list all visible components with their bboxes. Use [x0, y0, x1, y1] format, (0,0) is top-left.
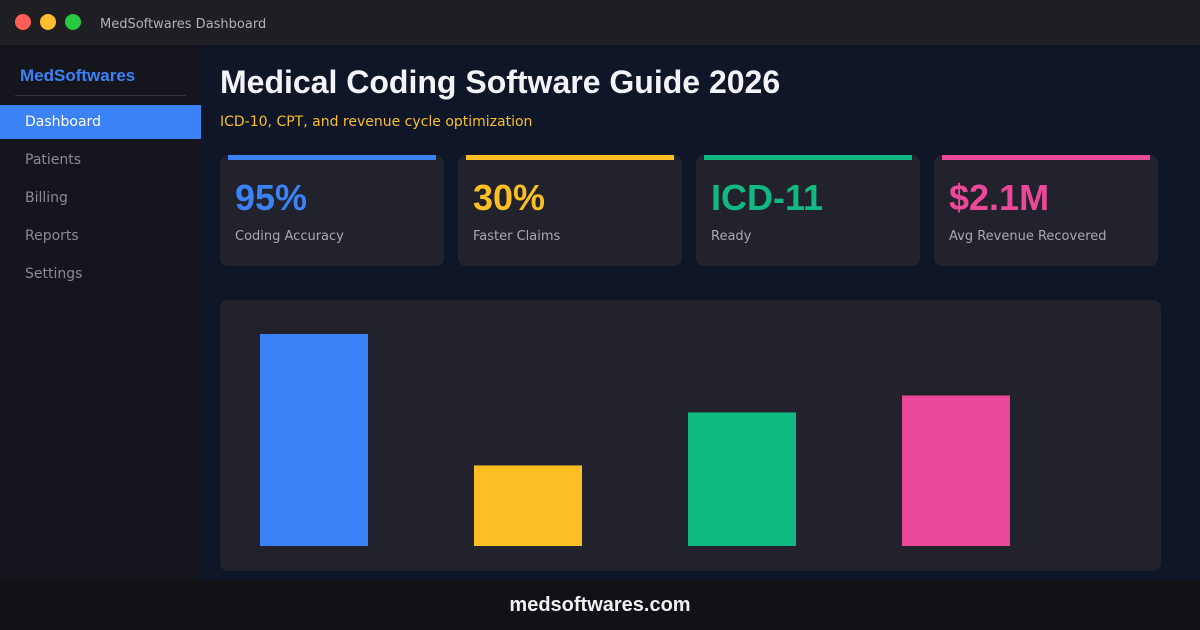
stat-value: 95%: [235, 177, 308, 218]
sidebar-item-settings[interactable]: Settings: [25, 266, 83, 282]
sidebar: MedSoftwares Dashboard Patients Billing …: [0, 45, 201, 580]
sidebar-item-billing[interactable]: Billing: [25, 190, 68, 206]
stat-value: ICD-11: [711, 177, 824, 218]
maximize-window-button[interactable]: [65, 14, 81, 30]
page-title: Medical Coding Software Guide 2026: [220, 64, 781, 100]
stat-label: Ready: [711, 229, 752, 244]
chart-bar: [474, 465, 582, 546]
sidebar-item-dashboard[interactable]: Dashboard: [0, 105, 201, 139]
stat-card: 30% Faster Claims: [458, 155, 682, 266]
card-accent-bar: [466, 155, 674, 160]
window-title: MedSoftwares Dashboard: [100, 17, 267, 32]
chart-bar: [902, 395, 1010, 546]
chart-bar: [688, 412, 796, 546]
page-subtitle: ICD-10, CPT, and revenue cycle optimizat…: [220, 114, 533, 130]
sidebar-item-reports[interactable]: Reports: [25, 228, 79, 244]
stat-card: $2.1M Avg Revenue Recovered: [934, 155, 1158, 266]
stat-value: 30%: [473, 177, 546, 218]
sidebar-item-patients[interactable]: Patients: [25, 152, 82, 168]
chart-bar: [260, 334, 368, 546]
brand-logo[interactable]: MedSoftwares: [20, 66, 136, 85]
footer-domain: medsoftwares.com: [0, 580, 1200, 630]
stat-label: Avg Revenue Recovered: [949, 229, 1107, 244]
stat-label: Coding Accuracy: [235, 229, 344, 244]
stat-value: $2.1M: [949, 177, 1050, 218]
bar-chart: [220, 300, 1161, 571]
stat-label: Faster Claims: [473, 229, 561, 244]
title-bar: MedSoftwares Dashboard: [0, 0, 1200, 45]
stat-card: ICD-11 Ready: [696, 155, 920, 266]
divider: [15, 95, 186, 96]
card-accent-bar: [942, 155, 1150, 160]
stat-card: 95% Coding Accuracy: [220, 155, 444, 266]
minimize-window-button[interactable]: [40, 14, 56, 30]
close-window-button[interactable]: [15, 14, 31, 30]
card-accent-bar: [228, 155, 436, 160]
card-accent-bar: [704, 155, 912, 160]
